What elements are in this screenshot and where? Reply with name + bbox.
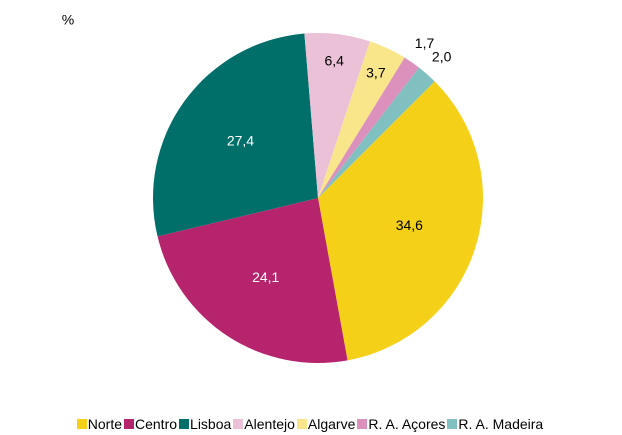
legend-swatch (179, 419, 190, 429)
pie-slice (318, 81, 483, 361)
pie-slice (304, 32, 370, 198)
legend-label: Algarve (307, 416, 356, 432)
data-label: 3,7 (366, 65, 386, 81)
unit-label: % (62, 12, 74, 28)
legend-swatch (76, 419, 87, 429)
legend: Norte Centro Lisboa Alentejo Algarve R. A. Aç… (0, 416, 622, 432)
legend-label: Lisboa (190, 416, 232, 432)
chart: % 34,6 24,1 27,4 6,4 3,7 1,72,0 (62, 12, 483, 363)
data-label: 27,4 (227, 133, 254, 149)
legend-swatch (233, 419, 244, 429)
pie-slice (318, 41, 405, 198)
legend-item: R. A. Madeira (447, 416, 543, 432)
legend-item: Norte (76, 416, 122, 432)
legend-label: R. A. Madeira (458, 416, 544, 432)
legend-swatch (296, 419, 307, 429)
data-label: 34,6 (396, 217, 423, 233)
legend-swatch (357, 419, 368, 429)
legend-swatch (124, 419, 134, 429)
legend-label: R. A. Açores (368, 416, 446, 432)
pie-slice (153, 33, 318, 237)
data-label: 2,0 (432, 48, 452, 64)
legend-item: Centro (124, 416, 177, 432)
legend-swatch (447, 419, 458, 429)
legend-item: Algarve (296, 416, 356, 432)
legend-label: Alentejo (244, 416, 295, 432)
legend-item: Alentejo (233, 416, 295, 432)
pie-slice (318, 67, 435, 199)
data-label: 24,1 (252, 269, 279, 285)
pie-slice (157, 198, 348, 363)
pie-slice (318, 57, 420, 198)
data-label: 6,4 (324, 53, 344, 69)
legend-label: Norte (87, 416, 122, 432)
legend-item: R. A. Açores (357, 416, 445, 432)
legend-item: Lisboa (179, 416, 231, 432)
legend-label: Centro (135, 416, 178, 432)
data-label: 1,7 (415, 35, 435, 51)
